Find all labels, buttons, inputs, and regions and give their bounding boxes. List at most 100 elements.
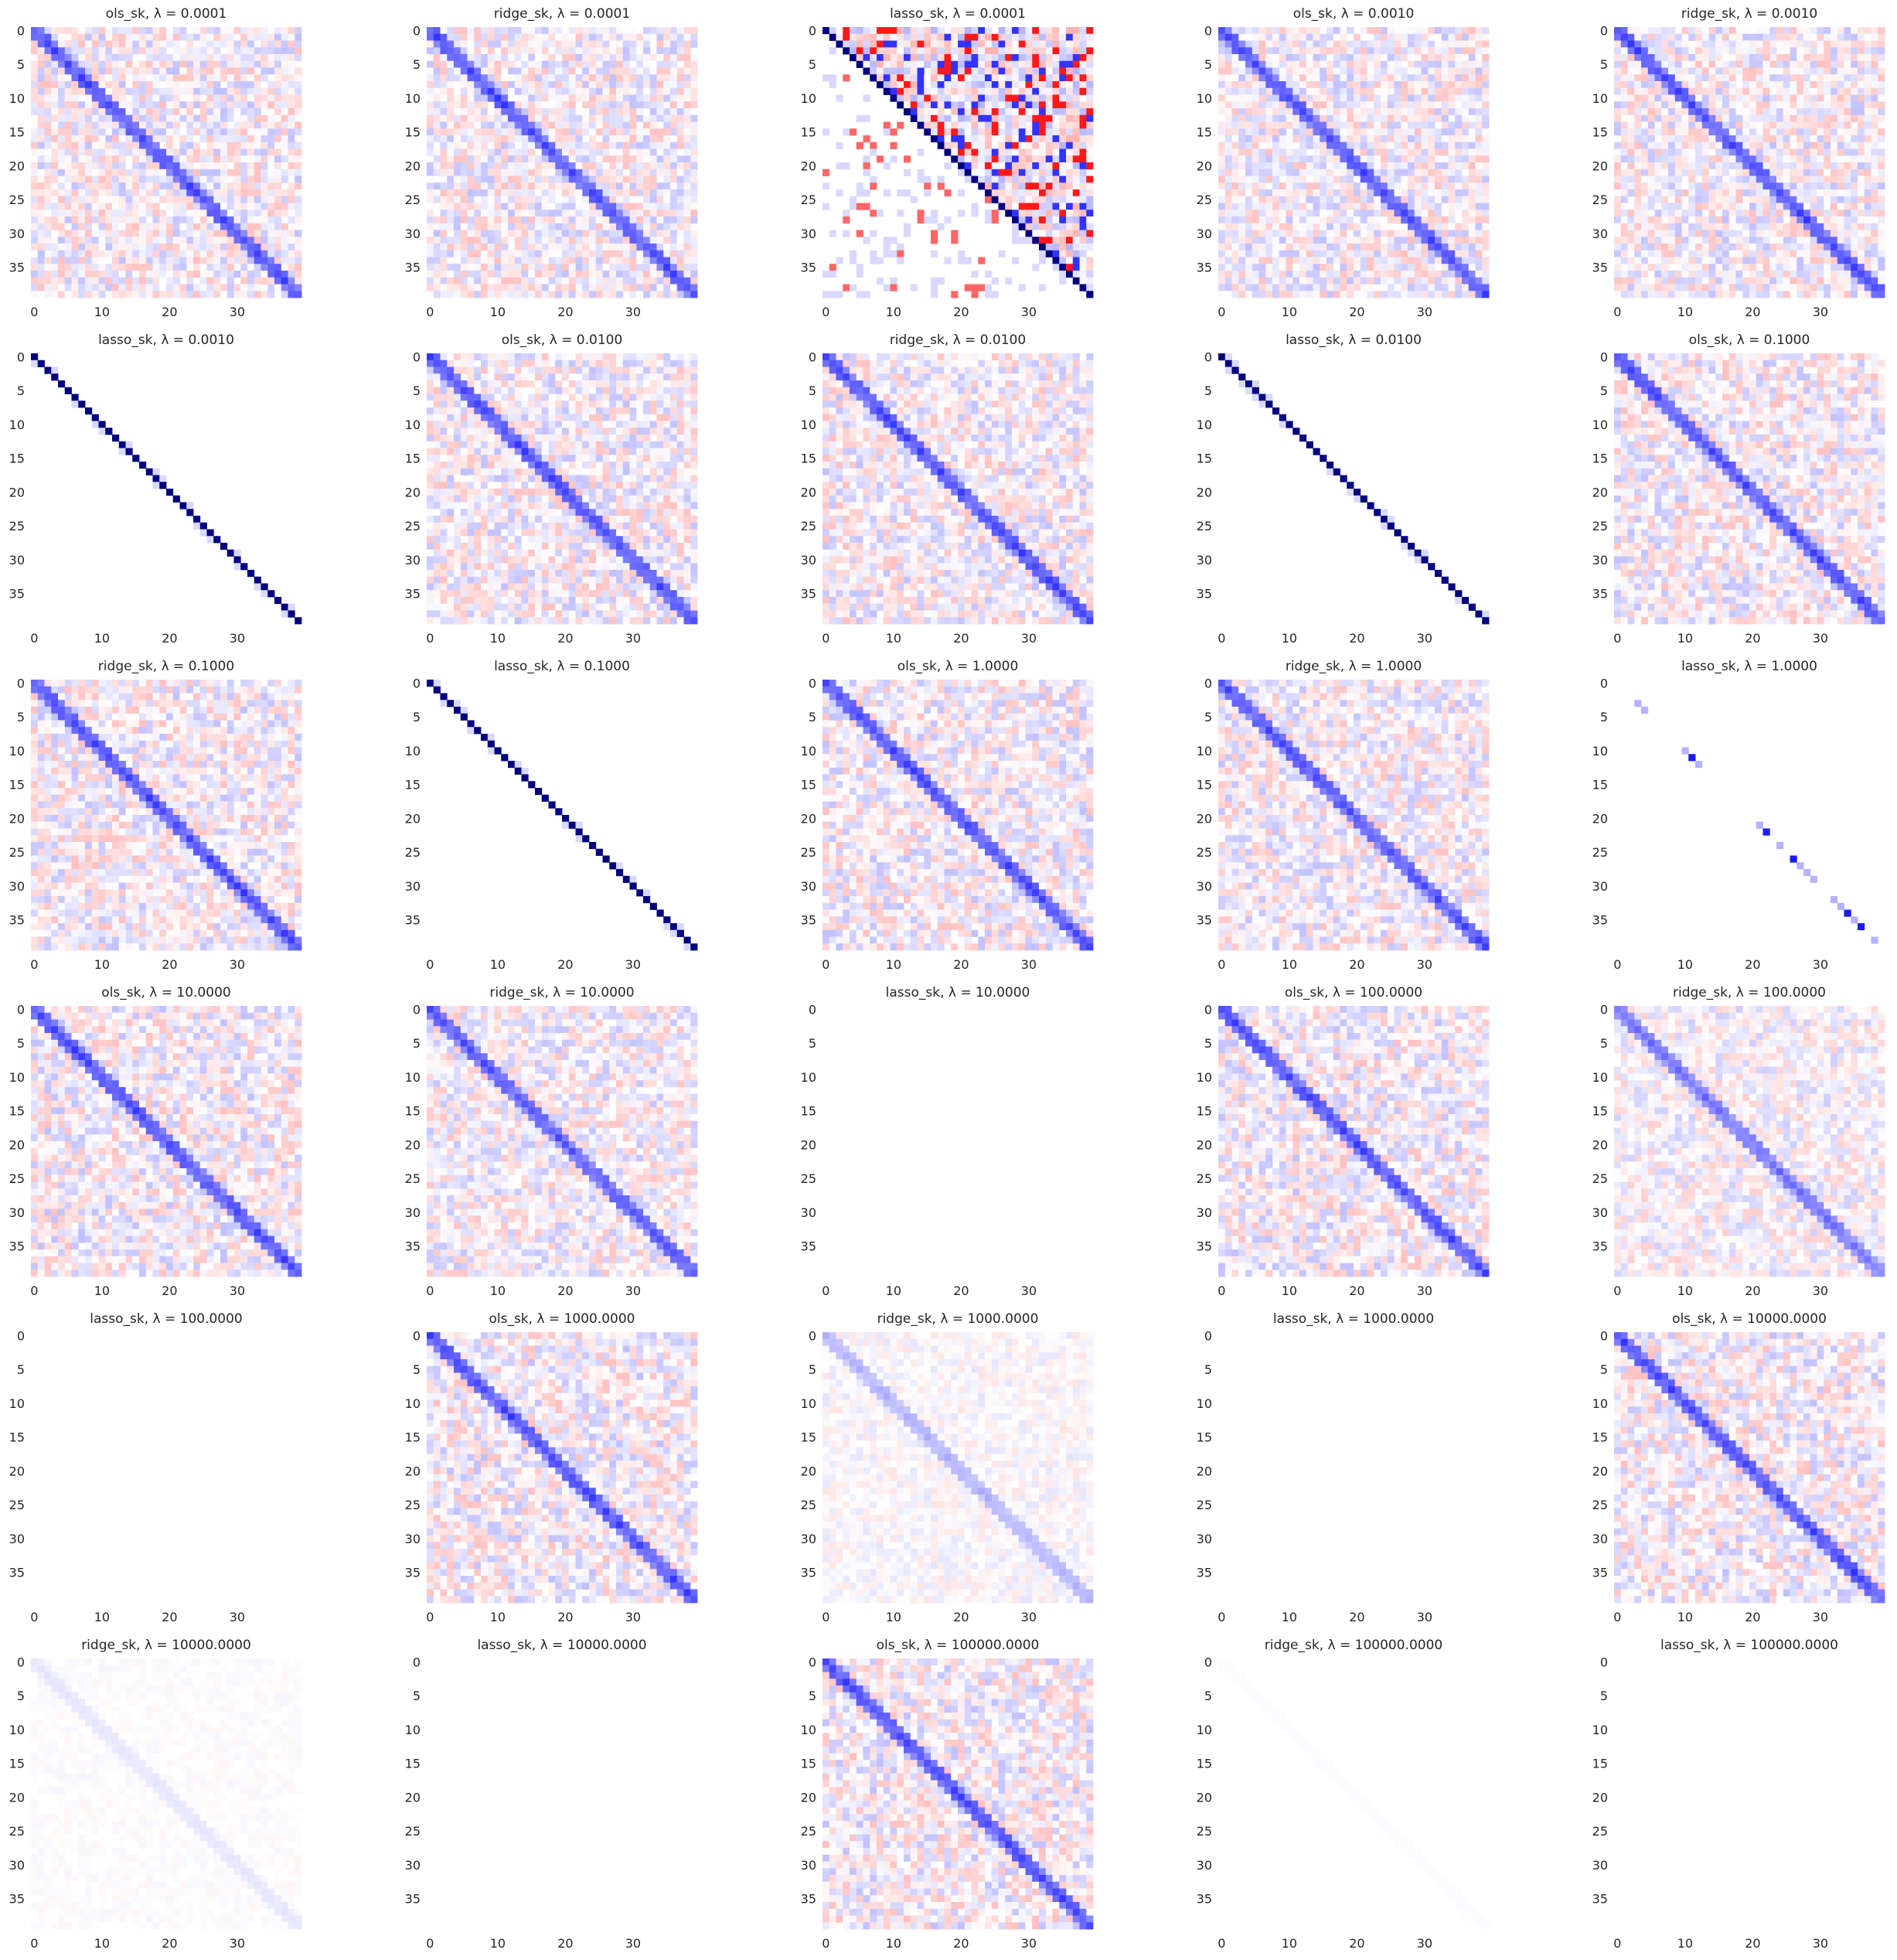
heatmap-panel: ols_sk, λ = 0.0001051015202530350 10 20 30 xyxy=(9,6,302,319)
heatmap-cell xyxy=(72,196,79,203)
heatmap-cell xyxy=(159,54,166,61)
heatmap-cell xyxy=(207,115,214,122)
heatmap-cell xyxy=(92,108,99,115)
heatmap-cell xyxy=(240,223,247,230)
heatmap-cell xyxy=(146,41,153,48)
heatmap-cell xyxy=(126,81,133,88)
heatmap-cell xyxy=(105,54,112,61)
heatmap-cell xyxy=(295,203,301,210)
heatmap-cell xyxy=(166,176,173,183)
heatmap-cell xyxy=(166,182,173,189)
heatmap-cell xyxy=(139,54,146,61)
heatmap-cell xyxy=(99,47,106,54)
heatmap-cell xyxy=(166,88,173,95)
heatmap-cell xyxy=(51,47,58,54)
heatmap-cell xyxy=(213,61,220,68)
heatmap-cell xyxy=(295,128,301,135)
heatmap-cell xyxy=(173,135,180,142)
heatmap-cell xyxy=(38,68,45,75)
heatmap-cell xyxy=(274,203,281,210)
heatmap-cell xyxy=(220,54,227,61)
heatmap-cell xyxy=(288,81,295,88)
heatmap-cell xyxy=(139,142,146,149)
heatmap-cell xyxy=(126,230,133,237)
heatmap-cell xyxy=(92,68,99,75)
heatmap-cell xyxy=(173,88,180,95)
heatmap-cell xyxy=(58,149,65,156)
heatmap-cell xyxy=(200,216,207,223)
heatmap-cell xyxy=(240,162,247,169)
heatmap-cell xyxy=(45,196,52,203)
heatmap-cell xyxy=(267,81,274,88)
heatmap-cell xyxy=(240,142,247,149)
heatmap-cell xyxy=(85,223,92,230)
heatmap-cell xyxy=(119,210,126,216)
heatmap-cell xyxy=(78,88,85,95)
heatmap-cell xyxy=(85,61,92,68)
heatmap-cell xyxy=(65,108,72,115)
heatmap-cell xyxy=(274,142,281,149)
heatmap-cell xyxy=(105,223,112,230)
heatmap-cell xyxy=(274,47,281,54)
heatmap-cell xyxy=(247,115,254,122)
heatmap-cell xyxy=(112,81,119,88)
heatmap-cell xyxy=(105,108,112,115)
heatmap-cell xyxy=(126,122,133,129)
heatmap-cell xyxy=(207,230,214,237)
heatmap-cell xyxy=(180,142,187,149)
heatmap-cell xyxy=(31,223,38,230)
heatmap-cell xyxy=(72,149,79,156)
heatmap-cell xyxy=(240,61,247,68)
heatmap-cell xyxy=(92,142,99,149)
heatmap-cell xyxy=(213,41,220,48)
heatmap-cell xyxy=(173,216,180,223)
heatmap-cell xyxy=(220,182,227,189)
heatmap-cell xyxy=(38,54,45,61)
heatmap-cell xyxy=(72,155,79,162)
heatmap-cell xyxy=(234,115,241,122)
heatmap-cell xyxy=(112,216,119,223)
heatmap-cell xyxy=(72,41,79,48)
heatmap-cell xyxy=(220,68,227,75)
heatmap-cell xyxy=(173,182,180,189)
heatmap-cell xyxy=(45,149,52,156)
heatmap-cell xyxy=(159,88,166,95)
heatmap-cell xyxy=(31,237,38,244)
heatmap-cell xyxy=(200,34,207,41)
heatmap-cell xyxy=(220,95,227,102)
heatmap-cell xyxy=(281,88,288,95)
heatmap-cell xyxy=(254,81,261,88)
heatmap-cell xyxy=(254,210,261,216)
heatmap-cell xyxy=(105,182,112,189)
heatmap-cell xyxy=(31,54,38,61)
heatmap-cell xyxy=(234,169,241,176)
heatmap-cell xyxy=(267,135,274,142)
heatmap-cell xyxy=(193,115,200,122)
heatmap-cell xyxy=(295,176,301,183)
heatmap-cell xyxy=(261,88,268,95)
heatmap-cell xyxy=(240,122,247,129)
heatmap-cell xyxy=(112,169,119,176)
heatmap-cell xyxy=(153,196,160,203)
heatmap-cell xyxy=(112,27,119,34)
heatmap-cell xyxy=(153,27,160,34)
heatmap-cell xyxy=(220,115,227,122)
heatmap-cell xyxy=(112,149,119,156)
heatmap-cell xyxy=(166,74,173,81)
heatmap-cell xyxy=(200,149,207,156)
heatmap-cell xyxy=(112,115,119,122)
heatmap-cell xyxy=(261,95,268,102)
heatmap-cell xyxy=(72,216,79,223)
heatmap-cell xyxy=(240,27,247,34)
heatmap-cell xyxy=(240,182,247,189)
heatmap-cell xyxy=(166,27,173,34)
heatmap-cell xyxy=(105,189,112,196)
heatmap-cell xyxy=(78,108,85,115)
heatmap-cell xyxy=(31,122,38,129)
heatmap-cell xyxy=(227,142,234,149)
heatmap-cell xyxy=(288,169,295,176)
heatmap-cell xyxy=(213,115,220,122)
heatmap-cell xyxy=(227,61,234,68)
heatmap-cell xyxy=(295,122,301,129)
heatmap-cell xyxy=(193,122,200,129)
